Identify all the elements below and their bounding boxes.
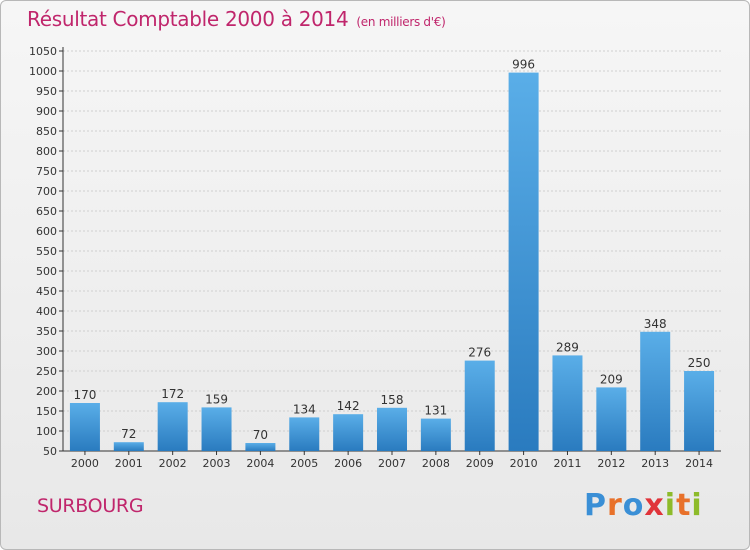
x-tick-label: 2005: [290, 457, 318, 470]
y-tick-label: 550: [36, 245, 57, 258]
data-label: 276: [468, 346, 491, 360]
data-label: 131: [424, 404, 447, 418]
bar-2006: [333, 414, 364, 451]
bar-2001: [113, 442, 144, 451]
chart-title: Résultat Comptable 2000 à 2014 (en millie…: [27, 7, 446, 31]
data-label: 159: [205, 392, 228, 406]
x-tick-label: 2004: [246, 457, 274, 470]
data-label: 70: [253, 428, 268, 442]
bar-2014: [684, 371, 715, 451]
data-label: 172: [161, 387, 184, 401]
y-tick-label: 400: [36, 305, 57, 318]
y-tick-label: 950: [36, 85, 57, 98]
y-tick-label: 1000: [29, 65, 57, 78]
logo-letter: i: [691, 488, 703, 523]
x-tick-label: 2014: [685, 457, 713, 470]
bar-2011: [552, 355, 583, 451]
y-tick-label: 100: [36, 425, 57, 438]
x-tick-label: 2003: [203, 457, 231, 470]
logo-letter: o: [622, 488, 645, 523]
y-tick-label: 200: [36, 385, 57, 398]
data-label: 289: [556, 340, 579, 354]
bar-2007: [377, 407, 407, 451]
data-label: 209: [600, 372, 623, 386]
y-tick-label: 800: [36, 145, 57, 158]
data-label: 142: [337, 399, 360, 413]
bars: [69, 72, 715, 451]
y-tick-label: 500: [36, 265, 57, 278]
proxiti-logo: Proxiti: [584, 488, 703, 523]
x-tick-label: 2012: [597, 457, 625, 470]
y-tick-label: 350: [36, 325, 57, 338]
logo-letter: x: [644, 488, 665, 523]
bar-2010: [508, 72, 539, 451]
data-label: 348: [644, 317, 667, 331]
y-tick-label: 850: [36, 125, 57, 138]
x-tick-label: 2007: [378, 457, 406, 470]
commune-name: SURBOURG: [37, 495, 144, 517]
chart-title-text: Résultat Comptable 2000 à 2014: [27, 7, 349, 31]
y-tick-label: 750: [36, 165, 57, 178]
bar-2005: [289, 417, 320, 451]
logo-letter: i: [664, 488, 677, 523]
x-tick-label: 2000: [71, 457, 99, 470]
y-tick-label: 700: [36, 185, 57, 198]
x-tick-label: 2009: [466, 457, 494, 470]
logo-letter: r: [607, 488, 623, 523]
y-tick-label: 150: [36, 405, 57, 418]
data-label: 250: [688, 356, 711, 370]
y-tick-label: 600: [36, 225, 57, 238]
chart-subtitle: (en milliers d'€): [356, 15, 446, 29]
y-tick-label: 650: [36, 205, 57, 218]
y-tick-label: 300: [36, 345, 57, 358]
x-tick-label: 2013: [641, 457, 669, 470]
y-tick-label: 250: [36, 365, 57, 378]
logo-letter: t: [676, 488, 692, 523]
x-tick-label: 2002: [159, 457, 187, 470]
x-tick-label: 2001: [115, 457, 143, 470]
labels: 50 100 150 200 250 300 350 400 450 500 550 600 650 70…: [29, 45, 713, 470]
bar-2002: [157, 402, 188, 451]
data-label: 158: [381, 393, 404, 407]
bar-2000: [69, 403, 100, 451]
bar-2003: [201, 407, 232, 451]
bar-2004: [245, 443, 276, 451]
bar-2009: [464, 360, 495, 451]
data-label: 996: [512, 58, 535, 72]
data-label: 134: [293, 402, 316, 416]
x-tick-label: 2008: [422, 457, 450, 470]
x-tick-label: 2010: [510, 457, 538, 470]
y-tick-label: 450: [36, 285, 57, 298]
logo-letter: P: [584, 488, 607, 523]
data-label: 72: [121, 427, 136, 441]
data-label: 170: [73, 388, 96, 402]
y-tick-label: 50: [43, 445, 57, 458]
y-tick-label: 900: [36, 105, 57, 118]
x-tick-label: 2006: [334, 457, 362, 470]
bar-2013: [640, 331, 671, 451]
y-tick-label: 1050: [29, 45, 57, 58]
bar-2008: [420, 418, 451, 451]
bar-2012: [596, 387, 627, 451]
x-tick-label: 2011: [553, 457, 581, 470]
